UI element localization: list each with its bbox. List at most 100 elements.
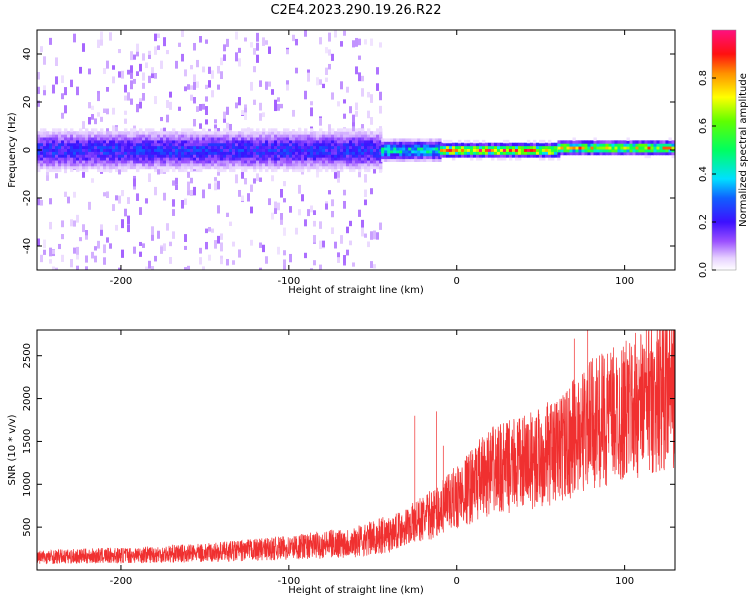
heatmap-cell: [172, 145, 176, 150]
heatmap-cell: [370, 165, 374, 170]
heatmap-cell: [322, 136, 326, 141]
heatmap-cell: [184, 86, 187, 92]
heatmap-cell: [262, 131, 266, 135]
heatmap-cell: [52, 139, 56, 144]
heatmap-cell: [367, 110, 370, 119]
heatmap-cell: [364, 168, 368, 173]
heatmap-cell: [217, 134, 221, 138]
heatmap-cell: [250, 206, 253, 214]
heatmap-cell: [346, 154, 350, 158]
heatmap-cell: [196, 157, 200, 161]
heatmap-cell: [358, 160, 362, 164]
heatmap-cell: [408, 138, 412, 142]
heatmap-cell: [79, 148, 83, 152]
heatmap-cell: [493, 145, 498, 150]
heatmap-cell: [118, 139, 122, 144]
heatmap-cell: [584, 143, 588, 147]
heatmap-cell: [172, 134, 176, 138]
heatmap-cell: [73, 165, 77, 170]
heatmap-cell: [157, 145, 161, 150]
heatmap-cell: [319, 131, 323, 135]
heatmap-cell: [373, 165, 377, 170]
heatmap-cell: [202, 139, 206, 144]
heatmap-cell: [127, 198, 130, 204]
heatmap-cell: [67, 165, 71, 170]
heatmap-cell: [43, 85, 46, 91]
heatmap-cell: [184, 157, 188, 161]
heatmap-cell: [121, 139, 125, 144]
heatmap-cell: [271, 89, 274, 95]
heatmap-cell: [190, 85, 193, 90]
heatmap-cell: [241, 110, 244, 115]
heatmap-cell: [602, 146, 606, 150]
heatmap-cell: [253, 148, 257, 152]
heatmap-cell: [190, 162, 194, 167]
heatmap-cell: [364, 160, 368, 164]
heatmap-cell: [103, 162, 107, 167]
heatmap-cell: [641, 151, 645, 156]
heatmap-cell: [361, 75, 364, 82]
heatmap-cell: [411, 138, 415, 142]
heatmap-cell: [334, 131, 338, 135]
heatmap-cell: [163, 148, 167, 152]
heatmap-cell: [88, 131, 92, 135]
heatmap-cell: [106, 134, 110, 138]
heatmap-cell: [208, 145, 212, 150]
heatmap-cell: [142, 162, 146, 167]
heatmap-cell: [265, 165, 269, 170]
heatmap-cell: [490, 145, 495, 150]
heatmap-cell: [154, 255, 157, 262]
heatmap-cell: [370, 151, 374, 155]
heatmap-cell: [166, 145, 170, 150]
heatmap-cell: [442, 154, 447, 158]
heatmap-cell: [70, 162, 74, 167]
heatmap-cell: [247, 193, 250, 202]
heatmap-cell: [91, 165, 95, 170]
heatmap-cell: [283, 142, 287, 147]
heatmap-cell: [205, 241, 208, 250]
heatmap-cell: [355, 134, 359, 138]
heatmap-cell: [268, 46, 271, 54]
heatmap-cell: [61, 254, 64, 262]
heatmap-cell: [454, 154, 459, 158]
heatmap-cell: [223, 111, 226, 119]
heatmap-cell: [145, 198, 148, 204]
heatmap-cell: [217, 139, 221, 144]
heatmap-cell: [85, 139, 89, 144]
heatmap-cell: [94, 154, 98, 158]
heatmap-cell: [226, 148, 230, 152]
heatmap-cell: [420, 158, 424, 162]
heatmap-cell: [472, 151, 477, 155]
heatmap-cell: [298, 134, 302, 138]
heatmap-cell: [76, 131, 80, 135]
heatmap-cell: [307, 145, 311, 150]
heatmap-cell: [43, 151, 47, 155]
heatmap-cell: [331, 131, 335, 135]
heatmap-cell: [268, 139, 272, 144]
heatmap-cell: [608, 143, 612, 147]
heatmap-cell: [387, 141, 391, 145]
heatmap-cell: [668, 143, 672, 147]
heatmap-cell: [390, 138, 394, 142]
heatmap-cell: [43, 142, 47, 147]
heatmap-cell: [361, 151, 365, 155]
heatmap-cell: [79, 162, 83, 167]
heatmap-cell: [106, 157, 110, 161]
heatmap-cell: [82, 168, 86, 173]
heatmap-cell: [211, 151, 215, 155]
heatmap-cell: [244, 157, 248, 161]
heatmap-cell: [118, 49, 121, 54]
heatmap-cell: [331, 199, 334, 207]
heatmap-cell: [396, 149, 400, 154]
heatmap-cell: [166, 134, 170, 138]
heatmap-cell: [121, 219, 124, 229]
heatmap-cell: [58, 142, 62, 147]
heatmap-cell: [169, 154, 173, 158]
heatmap-cell: [379, 131, 383, 135]
heatmap-cell: [118, 145, 122, 150]
heatmap-cell: [49, 259, 52, 264]
heatmap-cell: [271, 160, 275, 164]
heatmap-cell: [184, 128, 188, 132]
heatmap-cell: [85, 131, 89, 135]
heatmap-cell: [310, 160, 314, 164]
